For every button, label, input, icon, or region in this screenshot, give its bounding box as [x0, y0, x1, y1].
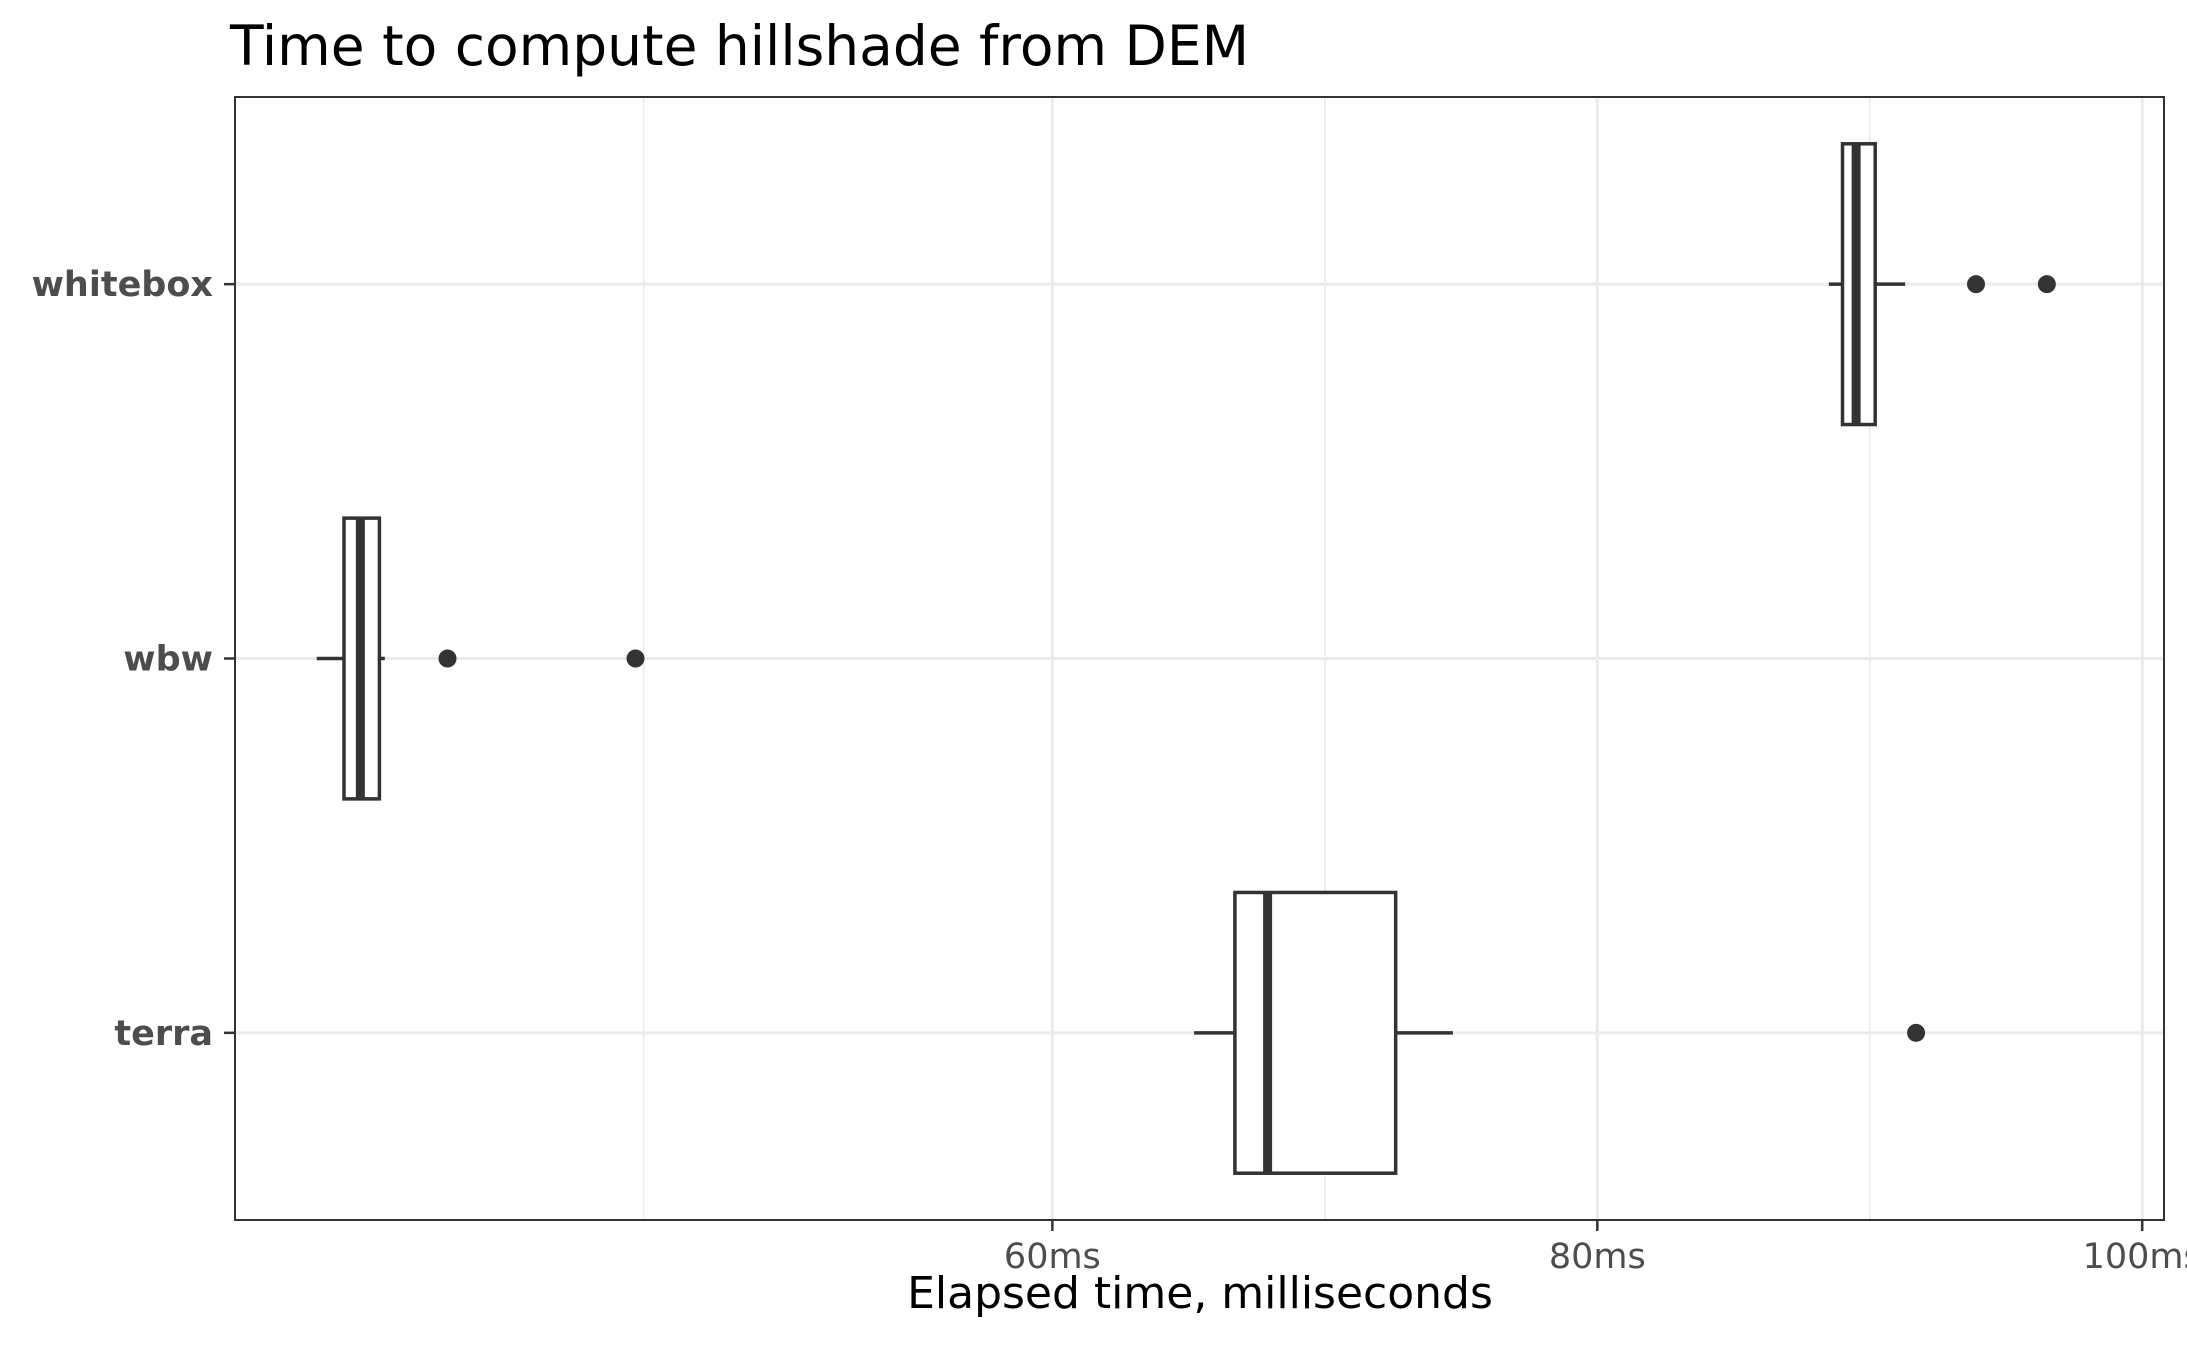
outlier-point-whitebox: [1967, 275, 1986, 294]
y-tick-label: wbw: [123, 640, 213, 680]
x-axis-label: Elapsed time, milliseconds: [907, 1268, 1493, 1319]
outlier-point-terra: [1907, 1023, 1926, 1042]
outlier-point-wbw: [626, 649, 645, 668]
x-tick-label: 100ms: [2083, 1237, 2187, 1277]
y-tick-label: whitebox: [32, 265, 214, 305]
y-tick-label: terra: [114, 1014, 213, 1054]
outlier-point-wbw: [438, 649, 457, 668]
x-tick-label: 60ms: [1004, 1237, 1101, 1277]
box-terra: [1233, 890, 1398, 1175]
outlier-point-whitebox: [2037, 275, 2056, 294]
x-tick-label: 80ms: [1549, 1237, 1646, 1277]
chart-title: Time to compute hillshade from DEM: [230, 14, 1250, 78]
